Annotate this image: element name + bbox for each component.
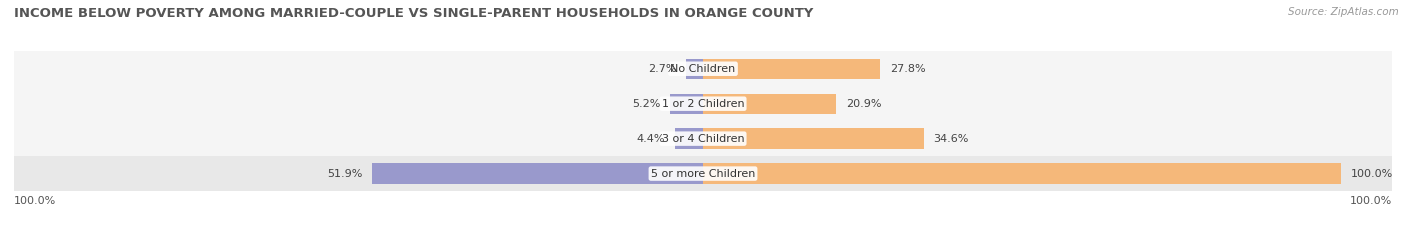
Text: Source: ZipAtlas.com: Source: ZipAtlas.com (1288, 7, 1399, 17)
Bar (669, 94, 703, 114)
Text: 5.2%: 5.2% (631, 99, 661, 109)
Text: 3 or 4 Children: 3 or 4 Children (662, 134, 744, 144)
Text: 5 or more Children: 5 or more Children (651, 169, 755, 178)
Bar (14, 121, 1392, 156)
Bar (373, 164, 703, 184)
Text: 100.0%: 100.0% (1350, 196, 1392, 206)
Text: 4.4%: 4.4% (637, 134, 665, 144)
Text: 51.9%: 51.9% (328, 169, 363, 178)
Bar (703, 59, 880, 79)
Text: 100.0%: 100.0% (14, 196, 56, 206)
Bar (703, 129, 924, 149)
Bar (14, 86, 1392, 121)
Text: 2.7%: 2.7% (648, 64, 676, 74)
Bar (703, 164, 1341, 184)
Text: 1 or 2 Children: 1 or 2 Children (662, 99, 744, 109)
Text: 27.8%: 27.8% (890, 64, 925, 74)
Text: No Children: No Children (671, 64, 735, 74)
Bar (703, 94, 837, 114)
Bar (675, 129, 703, 149)
Text: 20.9%: 20.9% (846, 99, 882, 109)
Text: 100.0%: 100.0% (1351, 169, 1393, 178)
Text: 34.6%: 34.6% (934, 134, 969, 144)
Text: INCOME BELOW POVERTY AMONG MARRIED-COUPLE VS SINGLE-PARENT HOUSEHOLDS IN ORANGE : INCOME BELOW POVERTY AMONG MARRIED-COUPL… (14, 7, 814, 20)
Bar (14, 51, 1392, 86)
Bar (14, 156, 1392, 191)
Bar (686, 59, 703, 79)
